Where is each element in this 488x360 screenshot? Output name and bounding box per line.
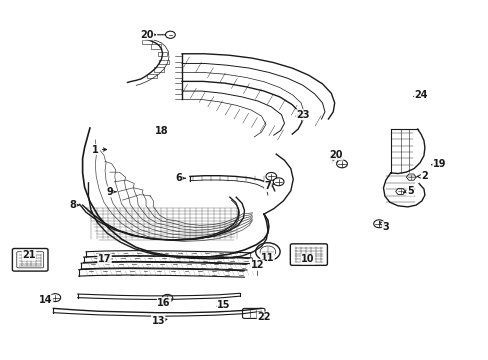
FancyBboxPatch shape bbox=[159, 59, 168, 64]
Text: 14: 14 bbox=[39, 295, 53, 305]
Text: 9: 9 bbox=[106, 187, 116, 197]
Text: 8: 8 bbox=[69, 200, 80, 210]
Circle shape bbox=[331, 154, 342, 162]
Circle shape bbox=[336, 160, 346, 168]
FancyBboxPatch shape bbox=[17, 252, 43, 268]
Circle shape bbox=[162, 294, 172, 302]
Text: 10: 10 bbox=[301, 254, 314, 264]
Text: 21: 21 bbox=[22, 250, 36, 260]
FancyBboxPatch shape bbox=[290, 244, 327, 265]
Text: 5: 5 bbox=[403, 186, 413, 196]
FancyBboxPatch shape bbox=[242, 309, 264, 319]
Text: 20: 20 bbox=[329, 150, 342, 160]
Circle shape bbox=[50, 294, 61, 302]
Text: 1: 1 bbox=[92, 144, 106, 154]
Text: 4: 4 bbox=[328, 153, 335, 163]
Text: 3: 3 bbox=[379, 222, 388, 231]
FancyBboxPatch shape bbox=[12, 248, 48, 271]
Text: 16: 16 bbox=[157, 298, 170, 308]
Text: 22: 22 bbox=[257, 312, 270, 322]
Circle shape bbox=[373, 220, 384, 228]
Text: 17: 17 bbox=[98, 254, 112, 264]
Text: 7: 7 bbox=[264, 181, 274, 192]
FancyBboxPatch shape bbox=[154, 67, 163, 72]
Text: 2: 2 bbox=[416, 171, 427, 181]
Text: 6: 6 bbox=[175, 173, 185, 183]
Circle shape bbox=[255, 243, 280, 261]
Text: 24: 24 bbox=[413, 90, 427, 100]
Circle shape bbox=[165, 31, 175, 39]
FancyBboxPatch shape bbox=[158, 51, 167, 56]
Text: 19: 19 bbox=[431, 159, 446, 169]
Circle shape bbox=[260, 246, 275, 257]
Text: 23: 23 bbox=[295, 110, 309, 120]
Text: 11: 11 bbox=[260, 253, 274, 263]
Text: 18: 18 bbox=[155, 126, 168, 135]
FancyBboxPatch shape bbox=[147, 74, 157, 78]
Text: 13: 13 bbox=[151, 316, 166, 325]
FancyBboxPatch shape bbox=[151, 44, 160, 49]
Text: 20: 20 bbox=[140, 30, 155, 40]
Text: 12: 12 bbox=[250, 260, 264, 270]
FancyBboxPatch shape bbox=[142, 40, 152, 44]
Circle shape bbox=[265, 172, 276, 180]
Text: 15: 15 bbox=[216, 300, 230, 310]
Circle shape bbox=[273, 178, 284, 186]
